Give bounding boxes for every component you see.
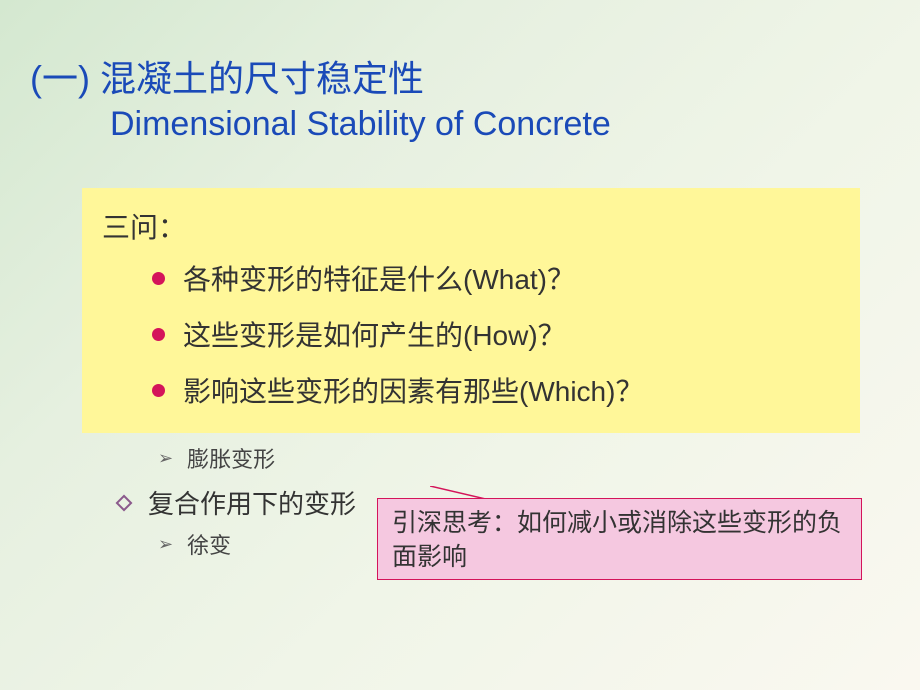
round-bullet-icon	[152, 328, 165, 341]
outline-text-expansion: 膨胀变形	[187, 442, 275, 474]
bullet-text-2: 这些变形是如何产生的(How)？	[183, 314, 566, 354]
arrow-bullet-icon: ➢	[158, 448, 173, 469]
outline-row-expansion: ➢ 膨胀变形	[158, 442, 275, 474]
bullet-row-1: 各种变形的特征是什么(What)？	[152, 258, 840, 298]
round-bullet-icon	[152, 384, 165, 397]
arrow-bullet-icon: ➢	[158, 534, 173, 555]
diamond-bullet-icon	[116, 494, 133, 511]
bullet-row-3: 影响这些变形的因素有那些(Which)？	[152, 370, 840, 410]
pink-callout-box: 引深思考：如何减小或消除这些变形的负面影响	[377, 498, 862, 580]
bullet-row-2: 这些变形是如何产生的(How)？	[152, 314, 840, 354]
bullet-text-3: 影响这些变形的因素有那些(Which)？	[183, 370, 643, 410]
outline-row-composite: 复合作用下的变形	[118, 484, 356, 521]
yellow-callout-box: 三问： 各种变形的特征是什么(What)？ 这些变形是如何产生的(How)？ 影…	[82, 188, 860, 433]
outline-row-creep: ➢ 徐变	[158, 528, 231, 560]
title-line-2: Dimensional Stability of Concrete	[110, 105, 611, 144]
title-line-1: (一) 混凝土的尺寸稳定性	[30, 50, 424, 102]
yellow-heading: 三问：	[102, 206, 840, 246]
bullet-text-1: 各种变形的特征是什么(What)？	[183, 258, 575, 298]
outline-text-creep: 徐变	[187, 528, 231, 560]
round-bullet-icon	[152, 272, 165, 285]
outline-text-composite: 复合作用下的变形	[148, 484, 356, 521]
